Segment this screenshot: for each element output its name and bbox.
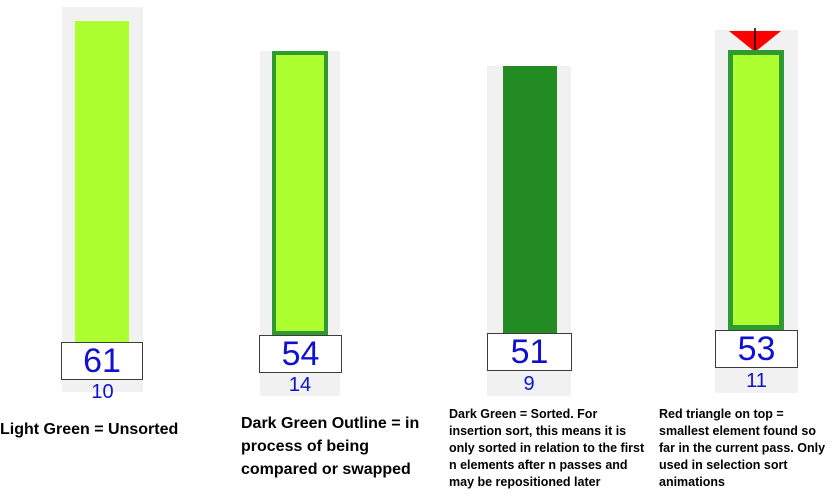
- caption-sorted: Dark Green = Sorted. For insertion sort,…: [449, 407, 645, 489]
- bar-sorted: [503, 66, 557, 333]
- value-sorted: 51: [510, 332, 549, 371]
- caption-unsorted: Light Green = Unsorted: [0, 421, 179, 438]
- caption-smallest: Red triangle on top = smallest element f…: [659, 407, 826, 489]
- bar-smallest: [728, 50, 784, 330]
- index-smallest: 11: [746, 370, 767, 392]
- value-smallest: 53: [737, 329, 776, 368]
- red-triangle-icon: [729, 28, 781, 52]
- index-comparing: 14: [288, 374, 312, 396]
- value-box-comparing: 54: [259, 335, 342, 373]
- bar-comparing: [272, 51, 328, 335]
- bar-unsorted: [75, 21, 129, 342]
- index-unsorted: 10: [91, 381, 114, 403]
- value-unsorted: 61: [83, 341, 121, 380]
- value-box-unsorted: 61: [61, 342, 143, 380]
- value-box-sorted: 51: [487, 333, 572, 371]
- caption-comparing: Dark Green Outline = in process of being…: [241, 415, 420, 478]
- value-comparing: 54: [281, 334, 320, 373]
- value-box-smallest: 53: [715, 330, 798, 368]
- index-sorted: 9: [523, 373, 535, 395]
